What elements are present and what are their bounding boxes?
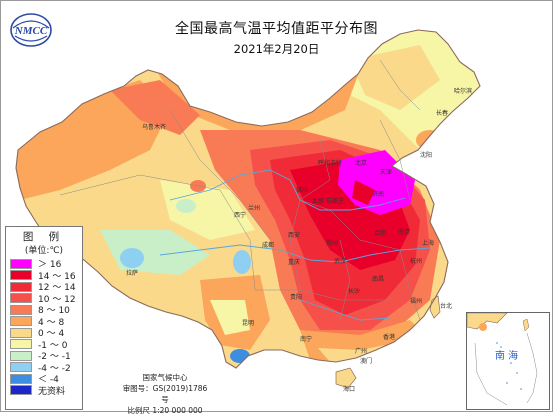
legend-label: 4 ～ 8 bbox=[38, 317, 65, 328]
legend-unit: (单位:℃) bbox=[24, 246, 64, 256]
place-label: 银川 bbox=[296, 187, 309, 194]
legend-swatch bbox=[10, 362, 32, 373]
place-label: 上海 bbox=[422, 240, 435, 247]
place-label: 长春 bbox=[436, 110, 449, 117]
legend-item: 无资料 bbox=[6, 385, 82, 397]
scale-label: 比例尺 1:20 000 000 bbox=[127, 406, 203, 415]
place-label: 南宁 bbox=[300, 336, 313, 343]
legend-item: 0 ～ 4 bbox=[6, 327, 82, 339]
legend-swatch bbox=[10, 373, 32, 384]
legend-swatch bbox=[10, 270, 32, 281]
legend-label: 14 ～ 16 bbox=[38, 271, 76, 282]
legend-label: -2 ～ -1 bbox=[38, 352, 71, 363]
legend-item: -1 ～ 0 bbox=[6, 339, 82, 351]
place-label: 乌鲁木齐 bbox=[142, 124, 167, 131]
place-label: 北京 bbox=[355, 160, 368, 167]
inset-label: 南 海 bbox=[495, 349, 518, 362]
place-label: 香港 bbox=[383, 334, 396, 341]
legend-swatch bbox=[10, 339, 32, 350]
place-label: 南昌 bbox=[372, 276, 385, 283]
place-label: 石家庄 bbox=[326, 198, 345, 205]
place-label: 重庆 bbox=[288, 259, 301, 266]
place-label: 南京 bbox=[398, 229, 411, 236]
legend-swatch bbox=[10, 327, 32, 338]
legend: 图 例 (单位:℃) ＞ 16 14 ～ 16 12 ～ 14 10 ～ 12 8 ～ … bbox=[5, 226, 83, 410]
map-date: 2021年2月20日 bbox=[233, 42, 320, 56]
legend-item: ＞ 16 bbox=[6, 258, 82, 270]
map-title: 全国最高气温平均值距平分布图 bbox=[175, 21, 378, 37]
place-label: 太原 bbox=[312, 198, 325, 205]
place-label: 沈阳 bbox=[420, 152, 433, 159]
legend-item: 12 ～ 14 bbox=[6, 281, 82, 293]
legend-swatch bbox=[10, 304, 32, 315]
place-label: 天津 bbox=[380, 169, 393, 176]
map-number-label: 审图号：GS(2019)1786号 bbox=[122, 384, 208, 404]
place-label: 西宁 bbox=[234, 212, 247, 219]
legend-item: 4 ～ 8 bbox=[6, 316, 82, 328]
legend-label: 10 ～ 12 bbox=[38, 294, 76, 305]
agency-label: 国家气候中心 bbox=[142, 373, 188, 382]
legend-item: -4 ～ -2 bbox=[6, 362, 82, 374]
legend-item: 8 ～ 10 bbox=[6, 304, 82, 316]
legend-swatch bbox=[10, 350, 32, 361]
place-label: 西安 bbox=[288, 232, 301, 239]
place-label: 贵阳 bbox=[290, 294, 303, 301]
legend-item: 10 ～ 12 bbox=[6, 293, 82, 305]
place-label: 杭州 bbox=[410, 258, 423, 265]
legend-item: ＜ -4 bbox=[6, 373, 82, 385]
place-label: 哈尔滨 bbox=[454, 88, 473, 95]
rivers bbox=[159, 169, 431, 321]
credits: 国家气候中心 审图号：GS(2019)1786号 比例尺 1:20 000 00… bbox=[120, 372, 210, 416]
south-china-sea-inset: 南 海 bbox=[466, 312, 550, 410]
place-label: 成都 bbox=[262, 242, 275, 249]
place-label: 昆明 bbox=[242, 320, 255, 327]
legend-title: 图 例 bbox=[22, 231, 66, 243]
legend-label: 12 ～ 14 bbox=[38, 283, 76, 294]
legend-label: -1 ～ 0 bbox=[38, 340, 68, 351]
logo-text: NMCC bbox=[14, 25, 48, 37]
legend-label: 无资料 bbox=[38, 386, 66, 397]
place-label: 长沙 bbox=[348, 288, 361, 295]
legend-swatch bbox=[10, 293, 32, 304]
legend-label: 0 ～ 4 bbox=[38, 329, 65, 340]
place-label: 合肥 bbox=[374, 230, 387, 237]
place-label: 郑州 bbox=[326, 240, 339, 247]
place-label: 济南 bbox=[372, 191, 385, 198]
place-label: 广州 bbox=[355, 348, 368, 355]
legend-item: -2 ～ -1 bbox=[6, 350, 82, 362]
ncc-logo: NMCC bbox=[10, 13, 52, 47]
legend-label: ＞ 16 bbox=[38, 260, 62, 271]
legend-swatch bbox=[10, 258, 32, 269]
place-label: 海口 bbox=[343, 386, 356, 393]
place-label: 台北 bbox=[440, 303, 453, 310]
place-label: 武汉 bbox=[334, 258, 347, 265]
legend-label: -4 ～ -2 bbox=[38, 363, 71, 374]
hainan-island bbox=[335, 367, 357, 389]
legend-item: 14 ～ 16 bbox=[6, 270, 82, 282]
legend-swatch bbox=[10, 281, 32, 292]
place-label: 兰州 bbox=[248, 205, 261, 212]
place-label: 拉萨 bbox=[126, 270, 139, 277]
legend-label: 8 ～ 10 bbox=[38, 306, 70, 317]
legend-swatch bbox=[10, 316, 32, 327]
place-label: 福州 bbox=[410, 298, 423, 305]
legend-swatch bbox=[10, 385, 32, 396]
legend-label: ＜ -4 bbox=[38, 375, 59, 386]
place-label: 呼和浩特 bbox=[318, 160, 343, 167]
place-label: 澳门 bbox=[360, 358, 373, 365]
